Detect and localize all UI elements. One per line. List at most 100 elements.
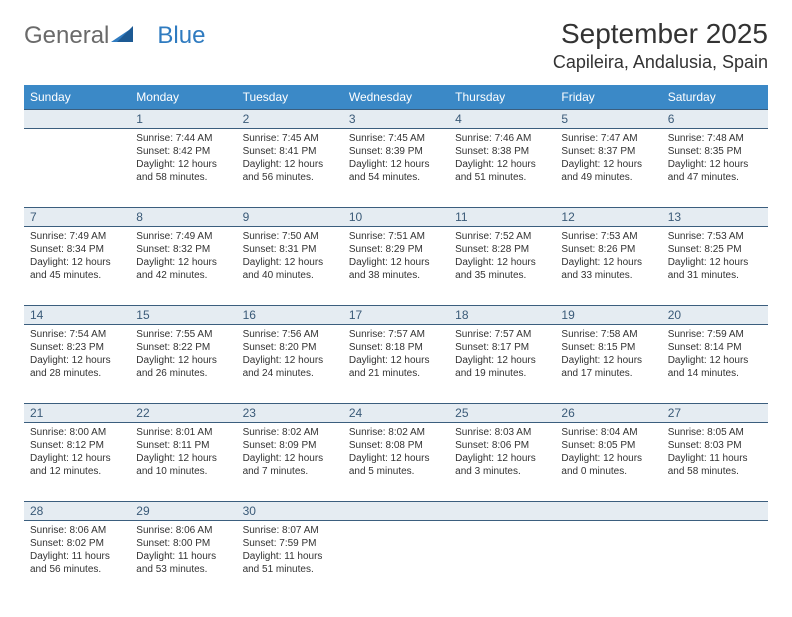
day-number [24, 110, 130, 128]
day-number: 30 [237, 502, 343, 520]
day-number: 29 [130, 502, 236, 520]
daylight-text: Daylight: 11 hours and 56 minutes. [30, 550, 123, 576]
daylight-text: Daylight: 12 hours and 24 minutes. [243, 354, 336, 380]
sunset-text: Sunset: 8:32 PM [136, 243, 229, 256]
sunset-text: Sunset: 8:29 PM [349, 243, 442, 256]
sunset-text: Sunset: 8:11 PM [136, 439, 229, 452]
sunset-text: Sunset: 8:14 PM [668, 341, 761, 354]
day-cell: Sunrise: 7:47 AMSunset: 8:37 PMDaylight:… [555, 129, 661, 207]
day-cell: Sunrise: 7:49 AMSunset: 8:32 PMDaylight:… [130, 227, 236, 305]
sunrise-text: Sunrise: 8:02 AM [349, 426, 442, 439]
weekday-label: Saturday [662, 85, 768, 109]
daylight-text: Daylight: 12 hours and 49 minutes. [561, 158, 654, 184]
sunset-text: Sunset: 8:12 PM [30, 439, 123, 452]
day-number: 4 [449, 110, 555, 128]
day-cell: Sunrise: 7:56 AMSunset: 8:20 PMDaylight:… [237, 325, 343, 403]
sunrise-text: Sunrise: 8:01 AM [136, 426, 229, 439]
day-cell: Sunrise: 7:50 AMSunset: 8:31 PMDaylight:… [237, 227, 343, 305]
sunset-text: Sunset: 7:59 PM [243, 537, 336, 550]
day-number: 20 [662, 306, 768, 324]
weekday-label: Wednesday [343, 85, 449, 109]
daylight-text: Daylight: 12 hours and 21 minutes. [349, 354, 442, 380]
weekday-label: Sunday [24, 85, 130, 109]
day-cell: Sunrise: 8:05 AMSunset: 8:03 PMDaylight:… [662, 423, 768, 501]
day-cell: Sunrise: 7:45 AMSunset: 8:39 PMDaylight:… [343, 129, 449, 207]
day-cell [24, 129, 130, 207]
daylight-text: Daylight: 12 hours and 26 minutes. [136, 354, 229, 380]
day-cell: Sunrise: 8:07 AMSunset: 7:59 PMDaylight:… [237, 521, 343, 599]
sunset-text: Sunset: 8:25 PM [668, 243, 761, 256]
sunrise-text: Sunrise: 7:50 AM [243, 230, 336, 243]
day-number: 11 [449, 208, 555, 226]
sunset-text: Sunset: 8:18 PM [349, 341, 442, 354]
sunrise-text: Sunrise: 7:57 AM [455, 328, 548, 341]
day-cell: Sunrise: 7:46 AMSunset: 8:38 PMDaylight:… [449, 129, 555, 207]
day-cell: Sunrise: 7:58 AMSunset: 8:15 PMDaylight:… [555, 325, 661, 403]
day-cell: Sunrise: 7:52 AMSunset: 8:28 PMDaylight:… [449, 227, 555, 305]
daynum-row: 78910111213 [24, 207, 768, 227]
day-number: 26 [555, 404, 661, 422]
day-number: 18 [449, 306, 555, 324]
sunrise-text: Sunrise: 7:58 AM [561, 328, 654, 341]
day-number: 27 [662, 404, 768, 422]
sunset-text: Sunset: 8:08 PM [349, 439, 442, 452]
day-cell: Sunrise: 8:06 AMSunset: 8:00 PMDaylight:… [130, 521, 236, 599]
sunset-text: Sunset: 8:02 PM [30, 537, 123, 550]
daylight-text: Daylight: 12 hours and 5 minutes. [349, 452, 442, 478]
day-cell: Sunrise: 7:49 AMSunset: 8:34 PMDaylight:… [24, 227, 130, 305]
sunrise-text: Sunrise: 7:59 AM [668, 328, 761, 341]
sunset-text: Sunset: 8:06 PM [455, 439, 548, 452]
daylight-text: Daylight: 12 hours and 56 minutes. [243, 158, 336, 184]
sunset-text: Sunset: 8:39 PM [349, 145, 442, 158]
daylight-text: Daylight: 12 hours and 14 minutes. [668, 354, 761, 380]
day-cell [343, 521, 449, 599]
sunset-text: Sunset: 8:00 PM [136, 537, 229, 550]
day-cell: Sunrise: 7:53 AMSunset: 8:25 PMDaylight:… [662, 227, 768, 305]
daylight-text: Daylight: 12 hours and 33 minutes. [561, 256, 654, 282]
day-cell: Sunrise: 7:51 AMSunset: 8:29 PMDaylight:… [343, 227, 449, 305]
day-cell: Sunrise: 8:04 AMSunset: 8:05 PMDaylight:… [555, 423, 661, 501]
sunrise-text: Sunrise: 8:07 AM [243, 524, 336, 537]
day-cell: Sunrise: 7:59 AMSunset: 8:14 PMDaylight:… [662, 325, 768, 403]
sunset-text: Sunset: 8:35 PM [668, 145, 761, 158]
month-title: September 2025 [553, 18, 768, 50]
sunset-text: Sunset: 8:17 PM [455, 341, 548, 354]
day-cell: Sunrise: 7:57 AMSunset: 8:17 PMDaylight:… [449, 325, 555, 403]
sunset-text: Sunset: 8:38 PM [455, 145, 548, 158]
weekday-header: SundayMondayTuesdayWednesdayThursdayFrid… [24, 85, 768, 109]
daylight-text: Daylight: 12 hours and 47 minutes. [668, 158, 761, 184]
daylight-text: Daylight: 12 hours and 3 minutes. [455, 452, 548, 478]
sunrise-text: Sunrise: 7:44 AM [136, 132, 229, 145]
sunset-text: Sunset: 8:22 PM [136, 341, 229, 354]
day-number: 2 [237, 110, 343, 128]
day-number: 3 [343, 110, 449, 128]
daynum-row: 14151617181920 [24, 305, 768, 325]
daylight-text: Daylight: 12 hours and 31 minutes. [668, 256, 761, 282]
day-number [662, 502, 768, 520]
sunrise-text: Sunrise: 8:03 AM [455, 426, 548, 439]
sunset-text: Sunset: 8:26 PM [561, 243, 654, 256]
day-cell: Sunrise: 8:02 AMSunset: 8:08 PMDaylight:… [343, 423, 449, 501]
daylight-text: Daylight: 11 hours and 51 minutes. [243, 550, 336, 576]
week-row: Sunrise: 7:54 AMSunset: 8:23 PMDaylight:… [24, 325, 768, 403]
sunrise-text: Sunrise: 8:06 AM [30, 524, 123, 537]
day-cell: Sunrise: 7:45 AMSunset: 8:41 PMDaylight:… [237, 129, 343, 207]
daylight-text: Daylight: 12 hours and 40 minutes. [243, 256, 336, 282]
sunset-text: Sunset: 8:34 PM [30, 243, 123, 256]
sunset-text: Sunset: 8:09 PM [243, 439, 336, 452]
sunrise-text: Sunrise: 8:04 AM [561, 426, 654, 439]
sunrise-text: Sunrise: 7:45 AM [349, 132, 442, 145]
daylight-text: Daylight: 12 hours and 42 minutes. [136, 256, 229, 282]
daynum-row: 123456 [24, 109, 768, 129]
sunrise-text: Sunrise: 7:49 AM [30, 230, 123, 243]
sunset-text: Sunset: 8:03 PM [668, 439, 761, 452]
day-cell: Sunrise: 8:06 AMSunset: 8:02 PMDaylight:… [24, 521, 130, 599]
daylight-text: Daylight: 12 hours and 58 minutes. [136, 158, 229, 184]
day-cell [555, 521, 661, 599]
logo: General Blue [24, 22, 205, 50]
day-number: 17 [343, 306, 449, 324]
sunrise-text: Sunrise: 8:06 AM [136, 524, 229, 537]
sunrise-text: Sunrise: 7:48 AM [668, 132, 761, 145]
logo-word1: General [24, 22, 109, 50]
weekday-label: Friday [555, 85, 661, 109]
